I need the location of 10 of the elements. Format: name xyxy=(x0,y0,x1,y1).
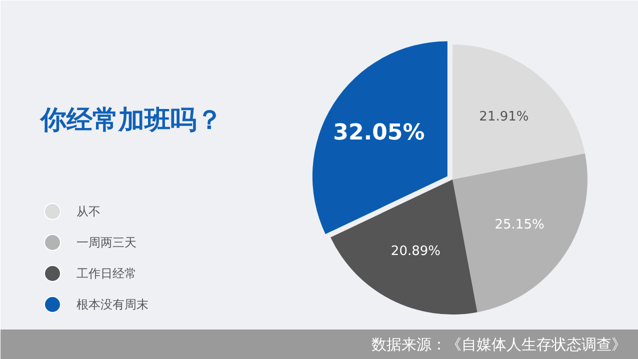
data-label: 32.05% xyxy=(333,120,425,146)
legend-label: 工作日经常 xyxy=(76,266,136,280)
data-label: 20.89% xyxy=(390,244,440,260)
legend-label: 从不 xyxy=(76,204,100,218)
source-note: 数据来源：《自媒体人生存状态调查》 xyxy=(372,336,626,354)
data-label: 25.15% xyxy=(494,217,544,232)
legend-label: 根本没有周末 xyxy=(76,298,148,312)
data-label: 21.91% xyxy=(479,109,529,124)
legend-label: 一周两三天 xyxy=(76,236,136,250)
text: 你经常加班吗？ xyxy=(40,106,222,136)
